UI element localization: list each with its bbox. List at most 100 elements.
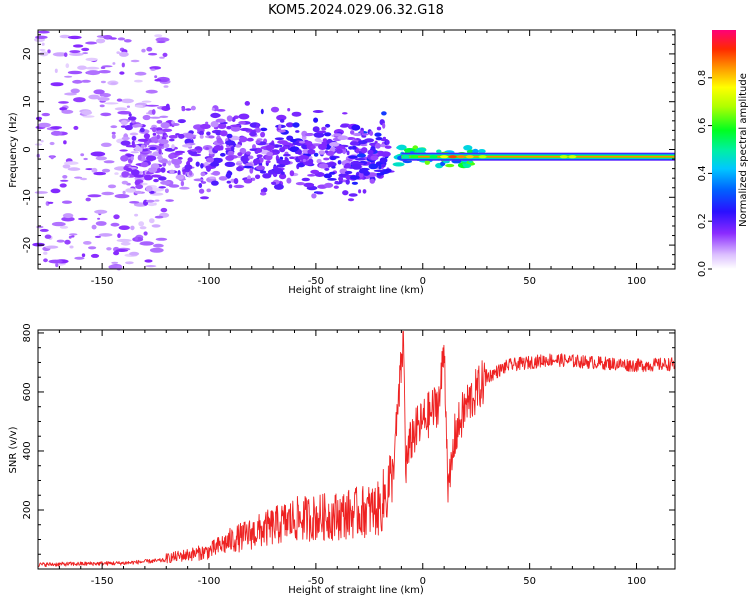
spectrogram-blob: [68, 235, 72, 239]
spectrogram-blob: [206, 188, 211, 193]
spectrogram-blob: [85, 66, 100, 70]
spectrogram-blob: [164, 134, 169, 138]
spectrogram-blob: [358, 189, 362, 194]
spectrogram-blob: [74, 176, 83, 179]
spectrogram-blob: [310, 169, 320, 174]
spectrogram-blob: [59, 183, 67, 188]
spectrogram-blob: [249, 148, 257, 151]
spectrogram-blob: [62, 213, 74, 219]
spectrogram-blob: [211, 157, 223, 164]
spectrogram-blob: [139, 241, 154, 246]
spectrogram-blob: [316, 158, 322, 164]
spectrogram-blob: [54, 68, 58, 74]
spectrogram-blob: [72, 44, 84, 48]
spectrogram-frame: [37, 29, 676, 270]
spectrogram-ylabel: Frequency (Hz): [8, 112, 19, 188]
spectrogram-blob: [238, 113, 250, 120]
spectrogram-blob: [278, 124, 282, 130]
spectrogram-blob: [188, 150, 198, 156]
spectrogram-blob: [287, 108, 291, 112]
spectrogram-blob: [141, 144, 146, 148]
spectrogram-blob: [158, 148, 162, 155]
spectrogram-blob: [429, 155, 438, 159]
spectrogram-blob: [151, 109, 156, 115]
spectrogram-blob: [72, 79, 83, 84]
spectrogram-blob: [77, 65, 87, 70]
spectrogram-blob: [315, 191, 324, 195]
spectrogram-blob: [85, 41, 98, 45]
spectrogram-blob: [187, 157, 193, 163]
spectrogram-blob: [227, 150, 235, 156]
spectrogram-blob: [205, 157, 214, 163]
spectrogram-blob: [182, 171, 186, 175]
spectrogram-blob: [117, 233, 121, 238]
spectrogram-blob: [310, 145, 316, 150]
spectrogram-blob: [259, 170, 267, 174]
spectrogram-blob: [285, 122, 294, 128]
spectrogram-blob: [384, 145, 392, 149]
spectrogram-blob: [321, 126, 327, 131]
spectrogram-blob: [52, 52, 68, 57]
spectrogram-blob: [120, 98, 134, 104]
spectrogram-blob: [164, 188, 169, 194]
spectrogram-blob: [121, 136, 130, 141]
spectrogram-blob: [70, 88, 80, 94]
snr-frame: [37, 329, 676, 570]
spectrogram-blob: [39, 228, 49, 232]
spectrogram-blob: [146, 46, 153, 52]
spectrogram-blob: [382, 122, 386, 129]
spectrogram-blob: [110, 125, 118, 129]
spectrogram-blob: [87, 194, 102, 198]
snr-ticks: -150 -100 -50 0 50 100 200 400 600 800: [22, 323, 675, 587]
spectrogram-blob: [148, 52, 158, 56]
spectrogram-blob: [153, 202, 157, 206]
spectrogram-blob: [280, 171, 285, 175]
spectrogram-blob: [134, 236, 138, 241]
colorbar-tick-label: 0.4: [697, 165, 708, 181]
spectrogram-x-tick-label: 50: [523, 276, 536, 287]
spectrogram-blob: [215, 118, 226, 123]
spectrogram-blob: [146, 140, 150, 146]
spectrogram-blob: [134, 213, 139, 217]
spectrogram-blob: [212, 170, 221, 176]
spectrogram-blob: [100, 66, 106, 69]
colorbar: 0.0 0.2 0.4 0.6 0.8 Normalized spectral ampl…: [697, 30, 749, 277]
colorbar-tick-label: 0.8: [697, 70, 708, 86]
spectrogram-blob: [61, 216, 75, 222]
spectrogram-blob: [220, 130, 228, 137]
spectrogram-blob: [71, 235, 75, 238]
spectrogram-blob: [276, 114, 287, 121]
spectrogram-blob: [124, 125, 133, 131]
spectrogram-blob: [74, 256, 85, 260]
spectrogram-blob: [81, 47, 90, 52]
spectrogram-blob: [312, 110, 324, 113]
spectrogram-blob: [37, 30, 50, 34]
spectrogram-blob: [238, 121, 246, 125]
spectrogram-blob: [216, 109, 226, 112]
spectrogram-blob: [346, 137, 356, 140]
spectrogram-blob: [82, 115, 95, 118]
spectrogram-blob: [67, 167, 81, 171]
spectrogram-blob: [59, 107, 68, 111]
spectrogram-blob: [324, 182, 334, 188]
spectrogram-blob: [178, 133, 185, 139]
spectrogram-blob: [100, 112, 112, 117]
spectrogram-blob: [153, 178, 159, 183]
spectrogram-blob: [154, 215, 164, 219]
spectrogram-blob: [150, 174, 161, 178]
spectrogram-blob: [193, 178, 204, 182]
spectrogram-blob: [260, 127, 268, 132]
spectrogram-blob: [448, 155, 457, 159]
spectrogram-blob: [350, 130, 355, 135]
spectrogram-blob: [95, 221, 107, 226]
spectrogram-blob: [235, 144, 242, 148]
spectrogram-blob: [101, 65, 113, 68]
spectrogram-blob: [144, 259, 153, 263]
spectrogram-blob: [215, 131, 222, 136]
spectrogram-blob: [191, 148, 197, 152]
spectrogram-blob: [80, 153, 85, 157]
spectrogram-blob: [245, 151, 251, 155]
spectrogram-blob: [348, 193, 358, 197]
spectrogram-blob: [101, 191, 114, 196]
spectrogram-blob: [324, 167, 330, 171]
